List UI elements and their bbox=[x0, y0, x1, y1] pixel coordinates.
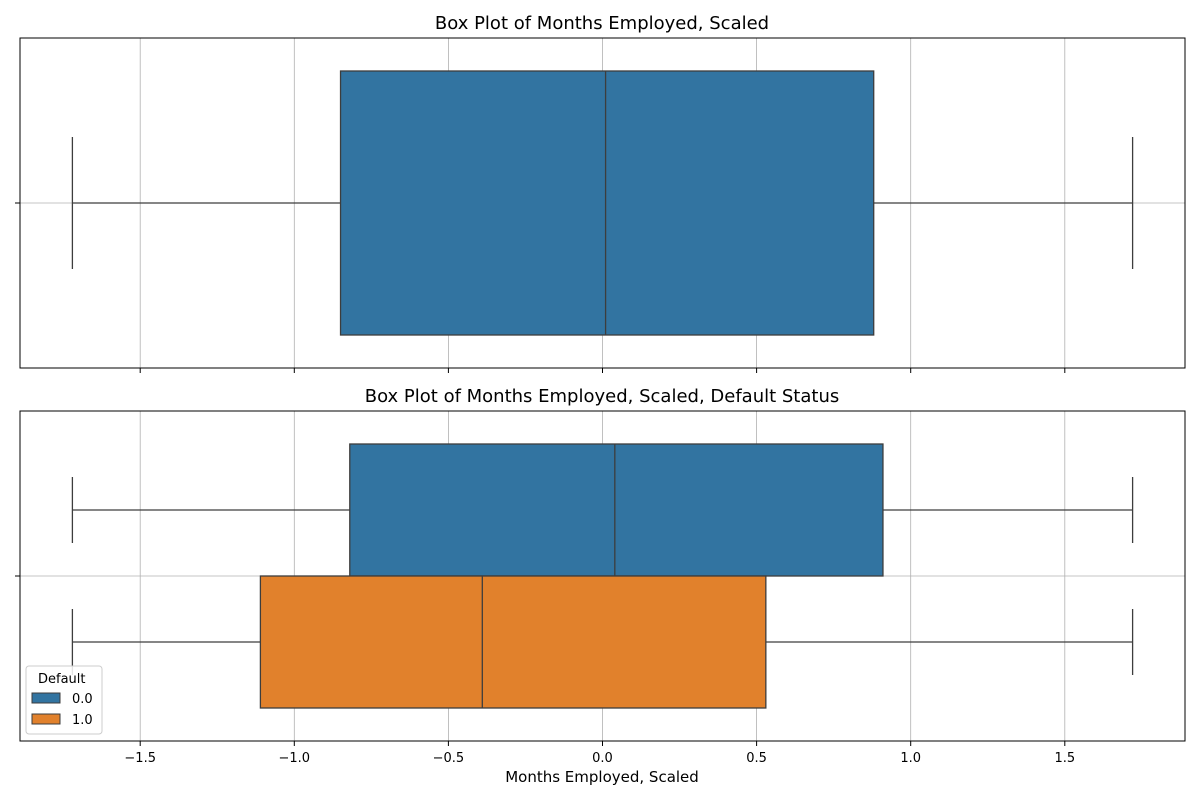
legend-title: Default bbox=[38, 672, 86, 687]
x-tick-label: 1.0 bbox=[900, 751, 921, 766]
legend-label: 0.0 bbox=[72, 692, 93, 707]
x-axis-label: Months Employed, Scaled bbox=[505, 768, 699, 786]
x-tick-label: −1.5 bbox=[124, 751, 156, 766]
x-tick-label: −1.0 bbox=[279, 751, 311, 766]
x-tick-label: 0.5 bbox=[746, 751, 767, 766]
top-plot-area bbox=[15, 37, 1186, 373]
bottom-plot-area: −1.5 −1.0 −0.5 0.0 0.5 1.0 1.5 bbox=[15, 410, 1186, 766]
chart-title-bottom: Box Plot of Months Employed, Scaled, Def… bbox=[365, 386, 840, 407]
chart-title-top: Box Plot of Months Employed, Scaled bbox=[435, 13, 769, 34]
legend-swatch-1-0 bbox=[31, 713, 61, 725]
box-default-0-0 bbox=[349, 443, 884, 577]
legend-label: 1.0 bbox=[72, 713, 93, 728]
box-all bbox=[339, 70, 875, 336]
legend-swatch-0-0 bbox=[31, 692, 61, 704]
x-tick-label: 1.5 bbox=[1054, 751, 1075, 766]
box-default-1-0 bbox=[259, 575, 767, 709]
x-tick-label: −0.5 bbox=[433, 751, 465, 766]
legend: Default 0.0 1.0 bbox=[25, 665, 103, 735]
x-tick-label: 0.0 bbox=[592, 751, 613, 766]
